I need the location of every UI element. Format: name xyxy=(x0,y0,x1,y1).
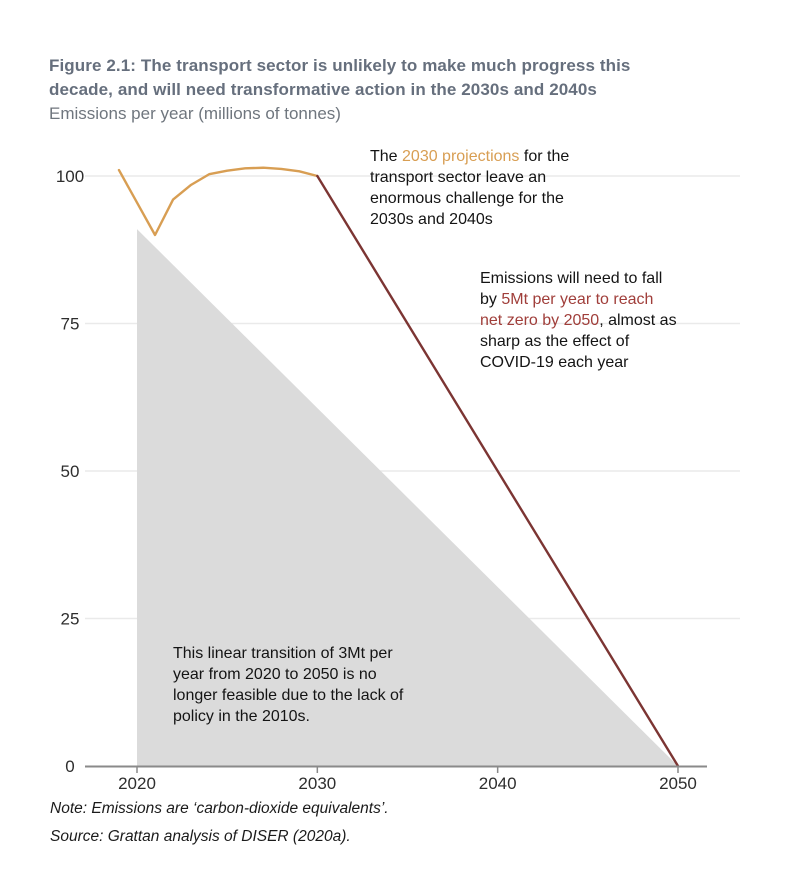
area-linear-transition-3mt-per-year xyxy=(137,229,678,767)
annotation-net-zero: Emissions will need to fall by 5Mt per y… xyxy=(480,268,677,373)
y-tick-label-50: 50 xyxy=(61,462,80,481)
y-tick-label-75: 75 xyxy=(61,315,80,334)
annotation-net-zero-pre: Emissions will need to fall by xyxy=(480,270,663,308)
series-net-zero-path-5mt-per-year xyxy=(316,174,680,768)
series-historical-and-2030-projections xyxy=(117,166,319,237)
chart-source: Source: Grattan analysis of DISER (2020a… xyxy=(50,828,351,845)
x-tick-label-2020: 2020 xyxy=(118,774,156,793)
annotation-net-zero-post: , almost as sharp as the effect of COVID… xyxy=(480,312,677,371)
annotation-linear-transition: This linear transition of 3Mt per year f… xyxy=(173,645,404,725)
y-tick-label-100: 100 xyxy=(56,167,84,186)
x-tick-label-2040: 2040 xyxy=(479,774,517,793)
y-tick-label-0: 0 xyxy=(65,757,74,776)
figure-title: Figure 2.1: The transport sector is unli… xyxy=(49,56,631,99)
figure-subtitle: Emissions per year (millions of tonnes) xyxy=(49,104,341,123)
annotation-2030-projections-post: for the transport sector leave an enormo… xyxy=(370,148,570,228)
y-tick-label-25: 25 xyxy=(61,610,80,629)
annotation-2030-projections: The 2030 projections for the transport s… xyxy=(370,146,569,230)
annotation-2030-projections-highlight: 2030 projections xyxy=(402,148,520,165)
annotation-net-zero-highlight: 5Mt per year to reach net zero by 2050 xyxy=(480,291,654,329)
annotation-2030-projections-pre: The xyxy=(370,148,403,165)
x-tick-label-2050: 2050 xyxy=(659,774,697,793)
chart-note: Note: Emissions are ‘carbon-dioxide equi… xyxy=(50,800,389,817)
x-tick-label-2030: 2030 xyxy=(298,774,336,793)
